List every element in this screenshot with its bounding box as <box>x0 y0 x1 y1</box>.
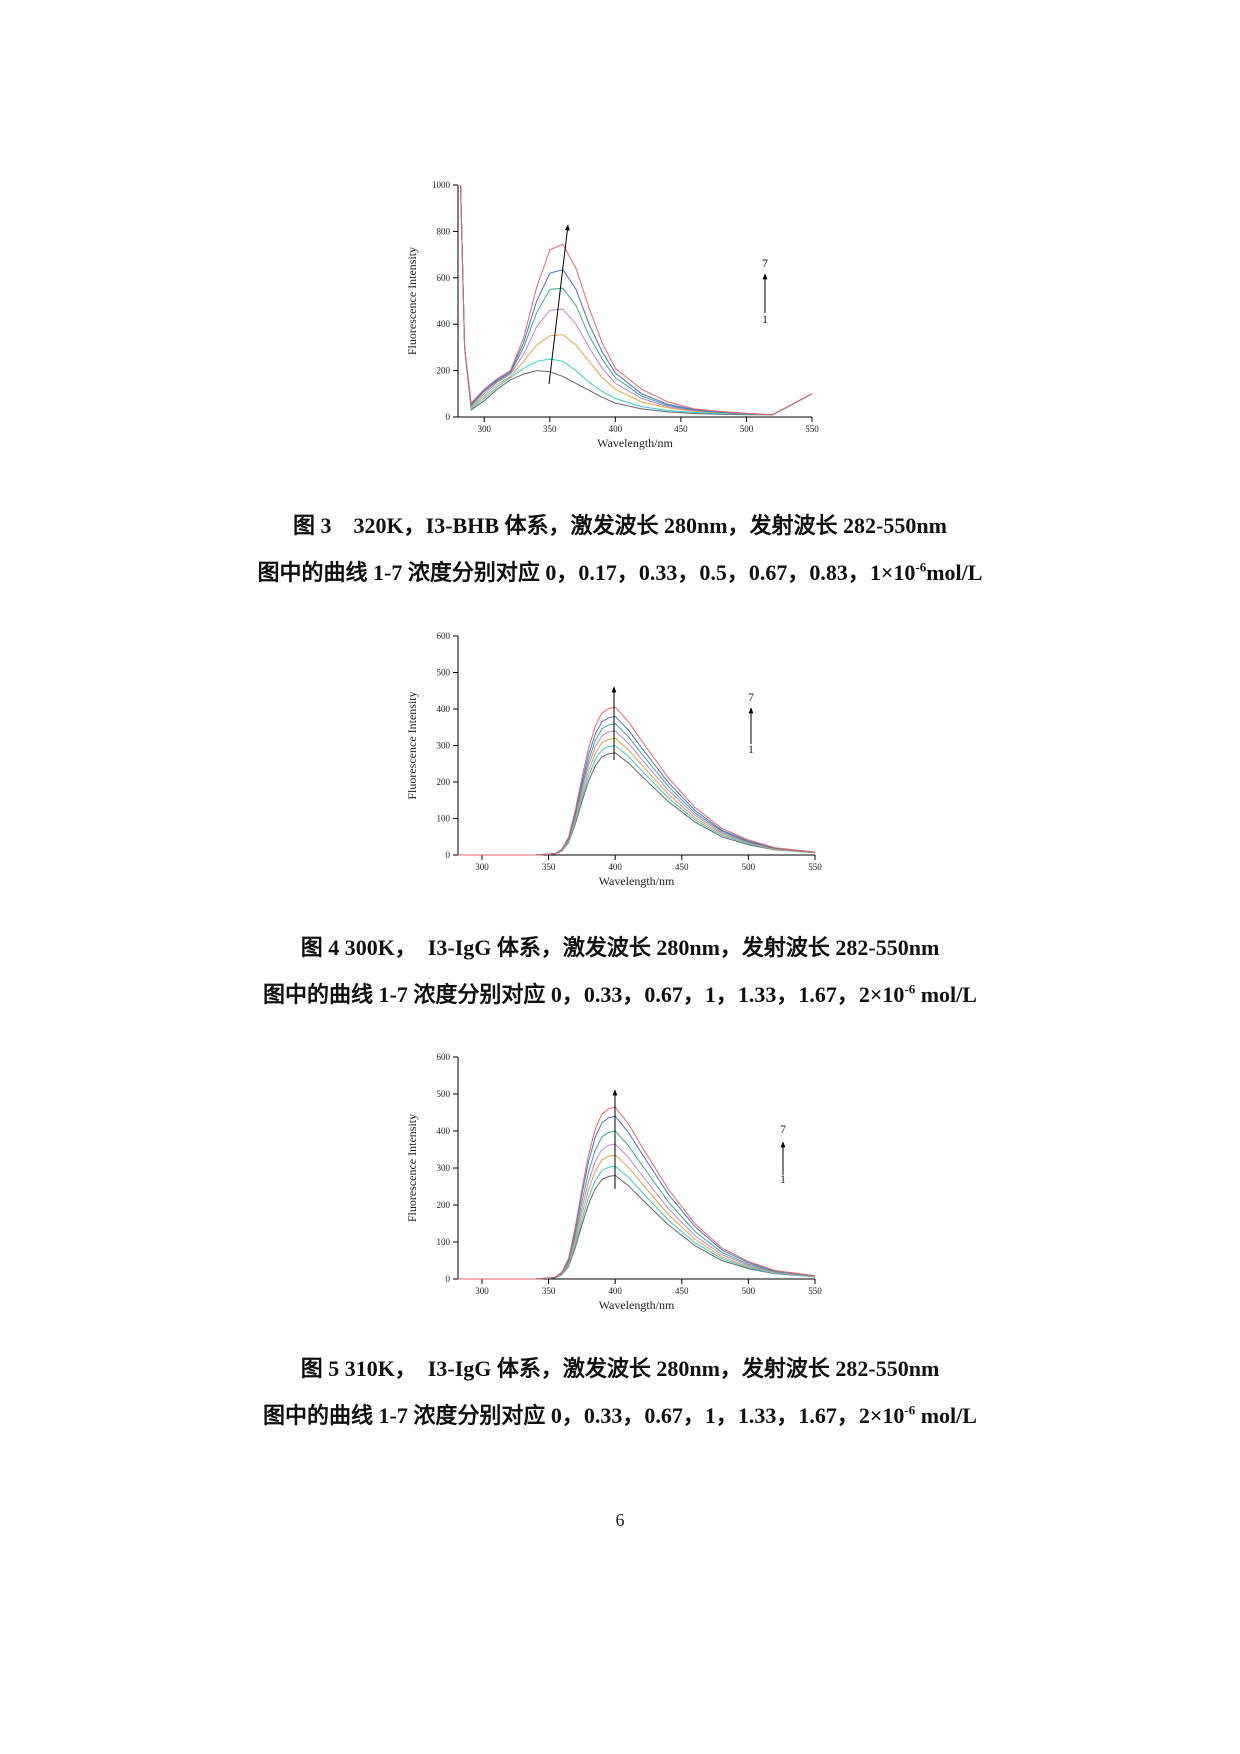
series-line <box>458 752 816 856</box>
caption-text: 图中的曲线 1-7 浓度分别对应 0，0.33，0.67，1，1.33，1.67… <box>263 982 905 1007</box>
y-tick-label: 1000 <box>432 180 451 190</box>
series-line <box>460 184 813 416</box>
caption-text: mol/L <box>915 1403 977 1428</box>
caption-text: 图中的曲线 1-7 浓度分别对应 0，0.17，0.33，0.5，0.67，0.… <box>257 560 916 585</box>
x-tick-label: 550 <box>805 424 819 434</box>
y-axis-label: Fluorescence Intensity <box>405 1114 419 1222</box>
series-line <box>458 1165 816 1280</box>
caption-note: 图中的曲线 1-7 浓度分别对应 0，0.33，0.67，1，1.33，1.67… <box>0 977 1240 1009</box>
y-tick-label: 800 <box>437 226 451 236</box>
x-tick-label: 500 <box>740 424 754 434</box>
x-tick-label: 350 <box>542 1286 556 1296</box>
x-tick-label: 450 <box>674 424 688 434</box>
caption-sup: -6 <box>904 1402 916 1418</box>
x-tick-label: 300 <box>475 1286 489 1296</box>
caption-note: 图中的曲线 1-7 浓度分别对应 0，0.17，0.33，0.5，0.67，0.… <box>0 555 1240 587</box>
series-line <box>458 730 816 856</box>
caption-text: mol/L <box>926 560 983 585</box>
x-tick-label: 500 <box>742 1286 756 1296</box>
caption-sup: -6 <box>904 981 916 997</box>
y-tick-label: 0 <box>446 1274 451 1284</box>
x-axis-label: Wavelength/nm <box>597 436 673 450</box>
series-line <box>458 737 816 856</box>
series-line <box>458 1106 816 1280</box>
y-tick-label: 500 <box>437 1089 451 1099</box>
annotation: 1 <box>780 1172 786 1186</box>
caption-title: 图 4 300K， I3-IgG 体系，激发波长 280nm，发射波长 282-… <box>300 935 940 960</box>
caption-note: 图中的曲线 1-7 浓度分别对应 0，0.33，0.67，1，1.33，1.67… <box>0 1398 1240 1430</box>
caption-text: 图中的曲线 1-7 浓度分别对应 0，0.33，0.67，1，1.33，1.67… <box>263 1403 905 1428</box>
x-axis-label: Wavelength/nm <box>599 874 675 888</box>
x-tick-label: 450 <box>675 862 689 872</box>
series-line <box>458 1143 816 1280</box>
y-tick-label: 0 <box>446 850 451 860</box>
series-line <box>458 723 816 856</box>
y-tick-label: 0 <box>446 412 451 422</box>
series-line <box>460 184 813 416</box>
x-tick-label: 550 <box>808 1286 822 1296</box>
caption-text: mol/L <box>915 982 977 1007</box>
annotation: 7 <box>780 1122 786 1136</box>
x-tick-label: 400 <box>608 862 622 872</box>
y-axis-label: Fluorescence Intensity <box>405 247 419 355</box>
caption-sup: -6 <box>915 559 927 575</box>
x-tick-label: 300 <box>475 862 489 872</box>
y-tick-label: 100 <box>437 814 451 824</box>
series-line <box>458 715 816 856</box>
series-line <box>460 184 813 416</box>
series-line <box>458 1174 816 1280</box>
y-tick-label: 400 <box>437 1126 451 1136</box>
x-tick-label: 350 <box>543 424 557 434</box>
x-tick-label: 550 <box>808 862 822 872</box>
series-line <box>458 744 816 856</box>
y-tick-label: 200 <box>437 1200 451 1210</box>
y-tick-label: 400 <box>437 319 451 329</box>
x-tick-label: 450 <box>675 1286 689 1296</box>
annotation: 7 <box>762 256 768 270</box>
series-line <box>458 1154 816 1280</box>
x-tick-label: 500 <box>742 862 756 872</box>
annotation: 1 <box>748 742 754 756</box>
y-tick-label: 100 <box>437 1237 451 1247</box>
trend-arrow <box>548 224 570 385</box>
x-axis-label: Wavelength/nm <box>599 1298 675 1312</box>
y-tick-label: 600 <box>437 631 451 641</box>
series-line <box>460 184 813 416</box>
series-line <box>460 184 813 416</box>
annotation: 1 <box>762 312 768 326</box>
y-tick-label: 600 <box>437 273 451 283</box>
page-number: 6 <box>615 1510 625 1530</box>
y-tick-label: 300 <box>437 741 451 751</box>
y-axis-label: Fluorescence Intensity <box>405 691 419 799</box>
series-line <box>460 184 813 416</box>
caption-title: 图 5 310K， I3-IgG 体系，激发波长 280nm，发射波长 282-… <box>300 1356 940 1381</box>
series-line <box>458 706 816 856</box>
y-tick-label: 300 <box>437 1163 451 1173</box>
series-line <box>460 184 813 416</box>
annotation: 7 <box>748 690 754 704</box>
x-tick-label: 350 <box>542 862 556 872</box>
series-line <box>458 1130 816 1280</box>
y-tick-label: 500 <box>437 668 451 678</box>
y-tick-label: 200 <box>437 366 451 376</box>
x-tick-label: 300 <box>477 424 491 434</box>
x-tick-label: 400 <box>609 424 623 434</box>
series-line <box>458 1115 816 1280</box>
y-tick-label: 600 <box>437 1052 451 1062</box>
y-tick-label: 200 <box>437 777 451 787</box>
y-tick-label: 400 <box>437 704 451 714</box>
x-tick-label: 400 <box>608 1286 622 1296</box>
caption-title: 图 3 320K，I3-BHB 体系，激发波长 280nm，发射波长 282-5… <box>293 513 947 538</box>
